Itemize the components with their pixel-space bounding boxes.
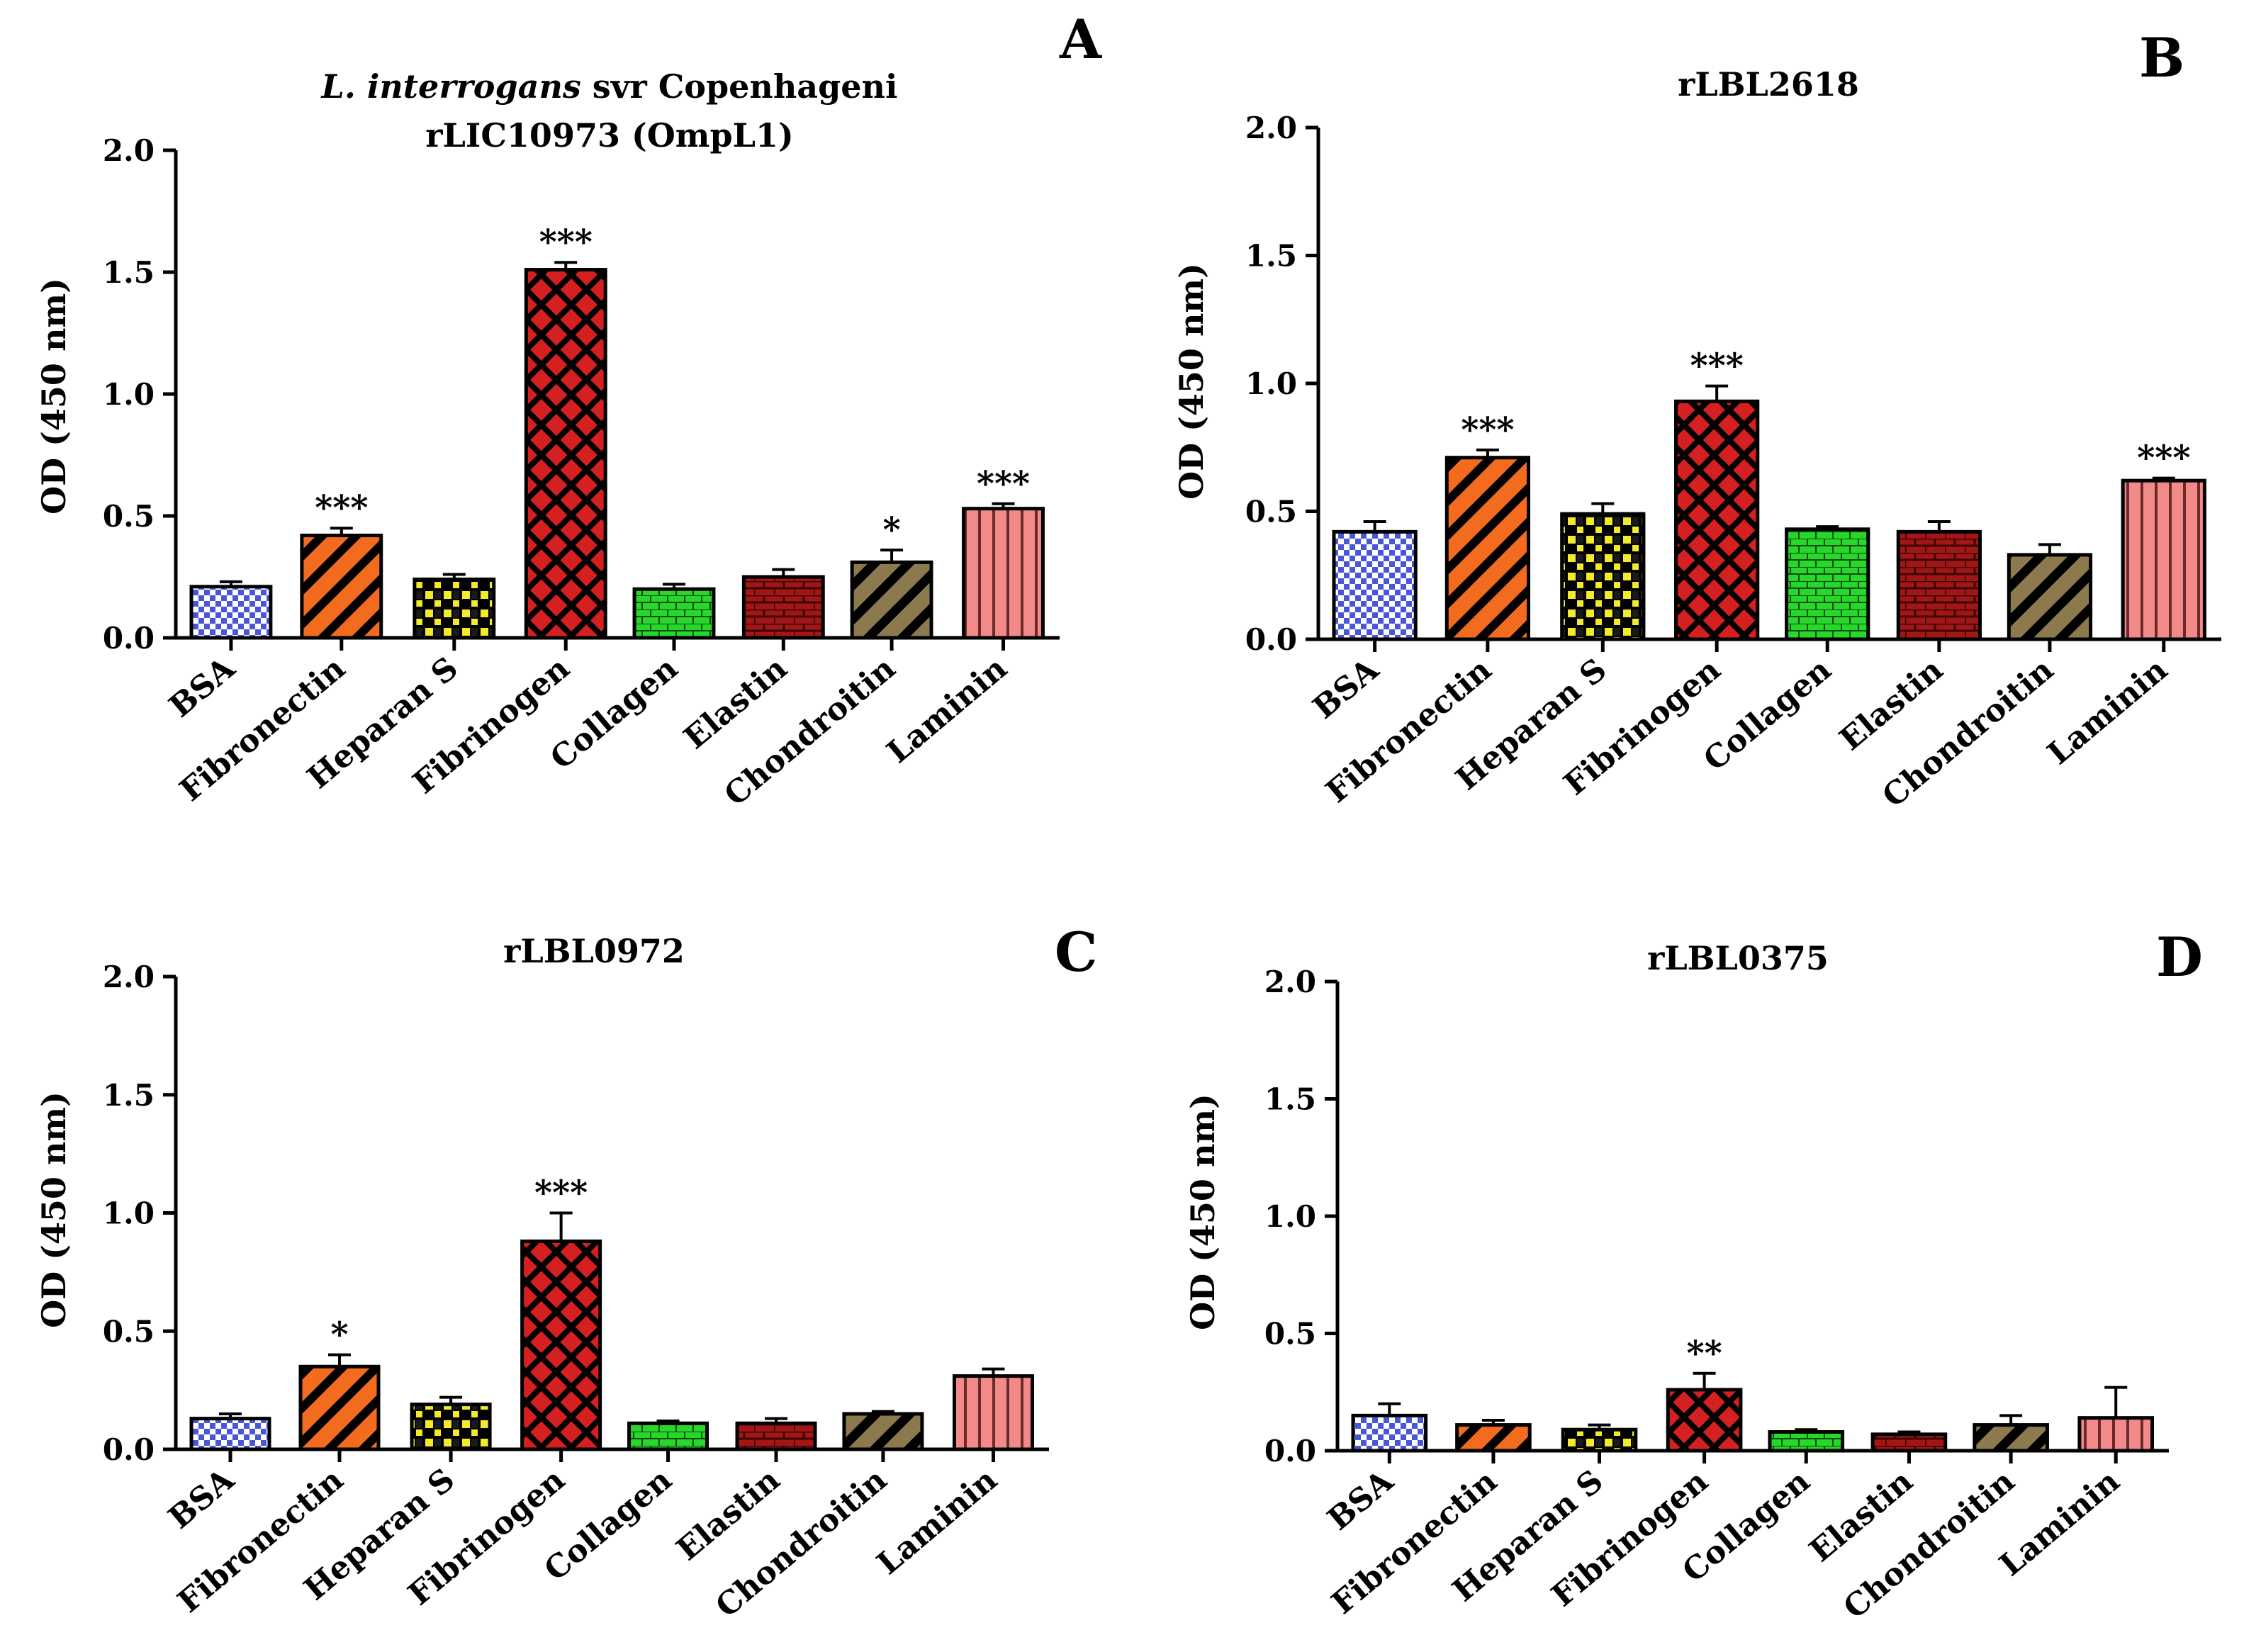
y-tick-label: 0.0 xyxy=(103,621,155,656)
x-tick-label: BSA xyxy=(162,650,242,725)
bar-collagen xyxy=(1770,1432,1843,1451)
bar-heparan-s xyxy=(1563,1429,1636,1451)
bar-heparan-s xyxy=(412,1405,490,1449)
y-tick-label: 0.5 xyxy=(1245,495,1297,529)
title-rest-part: svr Copenhageni xyxy=(581,67,898,106)
chart-subtitle: rLIC10973 (OmpL1) xyxy=(425,116,794,154)
bar-elastin xyxy=(1873,1434,1946,1451)
panel-letter: D xyxy=(2156,926,2203,989)
bar-fibrinogen xyxy=(1676,401,1758,639)
chart-title: rLBL2618 xyxy=(1678,65,1859,103)
significance-label: *** xyxy=(539,223,593,262)
bar-bsa xyxy=(1353,1415,1426,1451)
significance-label: *** xyxy=(1461,410,1514,450)
panel-letter: C xyxy=(1055,921,1098,984)
figure: A L. interrogans svr Copenhageni rLIC109… xyxy=(0,0,2261,1652)
x-tick-label: BSA xyxy=(162,1461,241,1536)
y-tick-label: 2.0 xyxy=(103,133,155,168)
significance-label: ** xyxy=(1686,1334,1722,1373)
x-tick-label: BSA xyxy=(1321,1463,1401,1538)
y-tick-label: 0.5 xyxy=(1264,1317,1316,1352)
bar-bsa xyxy=(191,587,271,638)
bar-laminin xyxy=(964,509,1043,638)
panel-letter: A xyxy=(1059,8,1102,71)
bar-laminin xyxy=(954,1376,1032,1449)
bar-fibrinogen xyxy=(1668,1390,1741,1451)
chart-title: rLBL0375 xyxy=(1647,939,1829,977)
bar-elastin xyxy=(737,1423,815,1449)
panel-a: A L. interrogans svr Copenhageni rLIC109… xyxy=(35,8,1102,814)
bar-chondroitin xyxy=(1975,1425,2048,1451)
y-tick-label: 0.5 xyxy=(103,1314,155,1349)
bar-fibronectin xyxy=(1457,1425,1530,1451)
bar-chondroitin xyxy=(844,1414,922,1449)
significance-label: *** xyxy=(2137,439,2190,478)
chart-title: rLBL0972 xyxy=(503,932,685,970)
bar-collagen xyxy=(634,589,714,638)
bar-fibronectin xyxy=(1447,458,1528,639)
y-axis-label: OD (450 nm) xyxy=(1172,263,1211,500)
y-axis-label: OD (450 nm) xyxy=(35,1091,73,1328)
y-tick-label: 2.0 xyxy=(1245,111,1297,145)
y-tick-label: 1.5 xyxy=(103,1078,155,1113)
chart-title: L. interrogans svr Copenhageni xyxy=(320,67,898,106)
y-tick-label: 0.5 xyxy=(103,499,155,534)
y-tick-label: 0.0 xyxy=(1264,1434,1316,1468)
y-tick-label: 1.0 xyxy=(1245,366,1297,401)
y-axis-label: OD (450 nm) xyxy=(1184,1094,1222,1330)
x-tick-label: Chondroitin xyxy=(1837,1463,2022,1626)
significance-label: * xyxy=(883,510,901,550)
significance-label: *** xyxy=(315,488,368,528)
bar-chondroitin xyxy=(2009,555,2090,639)
panel-d: D rLBL0375 OD (450 nm) 0.0 0.5 1.0 1.5 2.0 BS… xyxy=(1184,926,2203,1626)
y-tick-label: 1.0 xyxy=(103,1196,155,1231)
bar-fibrinogen xyxy=(522,1242,600,1449)
y-tick-label: 1.5 xyxy=(103,255,155,290)
x-tick-label: Laminin xyxy=(2041,651,2175,772)
y-axis-label: OD (450 nm) xyxy=(35,278,73,515)
significance-label: *** xyxy=(1690,347,1743,386)
panel-c: C rLBL0972 OD (450 nm) 0.0 0.5 1.0 1.5 2.0 BS… xyxy=(35,921,1098,1625)
y-tick-label: 0.0 xyxy=(1245,622,1297,657)
y-tick-label: 2.0 xyxy=(1264,965,1316,999)
title-italic-part: L. interrogans xyxy=(320,67,581,106)
bar-bsa xyxy=(191,1419,269,1449)
bar-bsa xyxy=(1334,532,1415,639)
y-tick-label: 0.0 xyxy=(103,1432,155,1467)
y-tick-label: 2.0 xyxy=(103,960,155,994)
x-tick-label: Laminin xyxy=(870,1461,1004,1582)
y-tick-label: 1.0 xyxy=(103,377,155,412)
bar-fibronectin xyxy=(302,536,381,638)
y-tick-label: 1.5 xyxy=(1264,1082,1316,1117)
bar-laminin xyxy=(2123,481,2204,639)
bar-collagen xyxy=(1787,529,1868,639)
y-tick-label: 1.0 xyxy=(1264,1199,1316,1234)
significance-label: *** xyxy=(977,464,1030,504)
bar-heparan-s xyxy=(415,579,494,638)
significance-label: * xyxy=(330,1315,348,1355)
panel-b: B rLBL2618 OD (450 nm) 0.0 0.5 1.0 1.5 2.0 BS… xyxy=(1172,26,2221,815)
bar-chondroitin xyxy=(852,562,931,638)
bar-fibrinogen xyxy=(526,270,605,638)
bar-laminin xyxy=(2080,1418,2153,1451)
panel-letter: B xyxy=(2139,26,2184,89)
bar-collagen xyxy=(629,1423,707,1449)
bar-elastin xyxy=(744,577,823,638)
bar-heparan-s xyxy=(1562,514,1644,639)
bar-elastin xyxy=(1898,532,1980,639)
x-tick-label: Laminin xyxy=(880,650,1014,770)
significance-label: *** xyxy=(534,1174,588,1213)
bar-fibronectin xyxy=(301,1366,378,1449)
y-tick-label: 1.5 xyxy=(1245,239,1297,274)
x-tick-label: BSA xyxy=(1306,651,1386,726)
